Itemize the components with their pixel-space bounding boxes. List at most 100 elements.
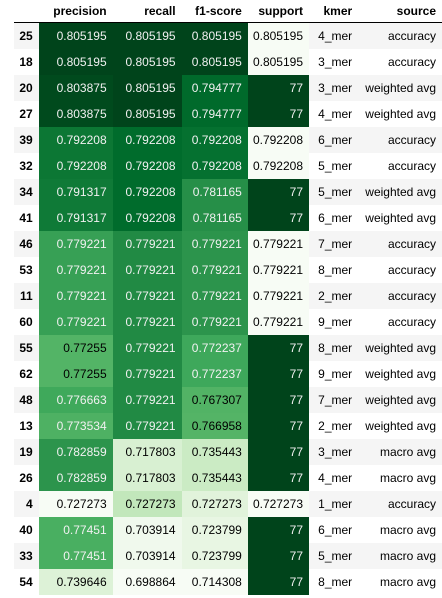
f1-score-cell: 0.735443 [181, 439, 248, 465]
source-cell: weighted avg [365, 341, 436, 355]
support-cell: 0.727273 [247, 491, 309, 517]
row-index: 33 [19, 549, 33, 563]
support-cell: 77 [247, 335, 309, 361]
table-row: 46 0.779221 0.779221 0.779221 0.779221 7_mer a… [14, 231, 442, 257]
recall-cell: 0.792208 [112, 127, 182, 153]
precision-cell: 0.779221 [38, 309, 113, 335]
recall-cell: 0.792208 [112, 179, 182, 205]
source-cell: accuracy [387, 263, 436, 277]
table-row: 33 0.77451 0.703914 0.723799 77 5_mer macro av… [14, 543, 442, 569]
recall-cell: 0.779221 [112, 361, 182, 387]
row-index: 60 [19, 315, 33, 329]
precision-cell: 0.782859 [38, 465, 113, 491]
row-index: 54 [19, 575, 33, 589]
kmer-header: kmer [309, 0, 359, 23]
support-cell: 0.792208 [247, 153, 309, 179]
source-cell: macro avg [379, 523, 436, 537]
source-cell: accuracy [387, 289, 436, 303]
precision-cell: 0.727273 [38, 491, 113, 517]
recall-cell: 0.703914 [112, 517, 182, 543]
kmer-cell: 4_mer [318, 107, 353, 121]
row-index: 34 [19, 185, 33, 199]
f1-score-cell: 0.792208 [181, 127, 248, 153]
kmer-cell: 2_mer [318, 419, 353, 433]
row-index: 26 [19, 471, 33, 485]
f1-score-header: f1-score [181, 0, 248, 23]
precision-cell: 0.803875 [38, 101, 113, 127]
row-index: 55 [19, 341, 33, 355]
source-cell: macro avg [379, 445, 436, 459]
row-index: 20 [19, 81, 33, 95]
row-index: 32 [19, 159, 33, 173]
table-row: 55 0.77255 0.779221 0.772237 77 8_mer weighted… [14, 335, 442, 361]
recall-cell: 0.779221 [112, 387, 182, 413]
recall-cell: 0.805195 [112, 75, 182, 101]
table-header: precision recall f1-score support kmer s… [14, 0, 442, 23]
precision-cell: 0.791317 [38, 205, 113, 231]
recall-cell: 0.779221 [112, 413, 182, 439]
recall-cell: 0.779221 [112, 283, 182, 309]
kmer-cell: 5_mer [318, 185, 353, 199]
f1-score-cell: 0.781165 [181, 205, 248, 231]
support-cell: 0.805195 [247, 22, 309, 49]
f1-score-cell: 0.779221 [181, 309, 248, 335]
f1-score-cell: 0.735443 [181, 465, 248, 491]
precision-cell: 0.773534 [38, 413, 113, 439]
kmer-cell: 3_mer [318, 445, 353, 459]
recall-cell: 0.717803 [112, 465, 182, 491]
f1-score-cell: 0.772237 [181, 361, 248, 387]
precision-cell: 0.803875 [38, 75, 113, 101]
recall-cell: 0.703914 [112, 543, 182, 569]
support-cell: 77 [247, 361, 309, 387]
table-row: 20 0.803875 0.805195 0.794777 77 3_mer weighte… [14, 75, 442, 101]
row-index: 27 [19, 107, 33, 121]
kmer-cell: 1_mer [318, 497, 353, 511]
kmer-cell: 4_mer [318, 471, 353, 485]
row-index: 4 [26, 497, 33, 511]
row-index: 18 [19, 55, 33, 69]
source-cell: macro avg [379, 575, 436, 589]
precision-cell: 0.805195 [38, 22, 113, 49]
precision-cell: 0.805195 [38, 49, 113, 75]
f1-score-cell: 0.767307 [181, 387, 248, 413]
recall-cell: 0.805195 [112, 101, 182, 127]
source-cell: accuracy [387, 29, 436, 43]
precision-cell: 0.779221 [38, 231, 113, 257]
source-cell: accuracy [387, 237, 436, 251]
recall-cell: 0.805195 [112, 22, 182, 49]
source-cell: weighted avg [365, 367, 436, 381]
kmer-cell: 8_mer [318, 341, 353, 355]
kmer-cell: 3_mer [318, 81, 353, 95]
kmer-cell: 6_mer [318, 133, 353, 147]
source-cell: macro avg [379, 549, 436, 563]
row-index: 39 [19, 133, 33, 147]
kmer-cell: 5_mer [318, 159, 353, 173]
f1-score-cell: 0.723799 [181, 517, 248, 543]
table-body: 25 0.805195 0.805195 0.805195 0.805195 4_mer a… [14, 22, 442, 595]
support-cell: 77 [247, 543, 309, 569]
precision-cell: 0.791317 [38, 179, 113, 205]
recall-cell: 0.779221 [112, 309, 182, 335]
precision-cell: 0.77451 [38, 517, 113, 543]
kmer-cell: 5_mer [318, 549, 353, 563]
table-row: 32 0.792208 0.792208 0.792208 0.792208 5_mer a… [14, 153, 442, 179]
support-cell: 0.779221 [247, 257, 309, 283]
precision-cell: 0.739646 [38, 569, 113, 595]
support-cell: 77 [247, 569, 309, 595]
support-cell: 77 [247, 179, 309, 205]
f1-score-cell: 0.792208 [181, 153, 248, 179]
source-cell: weighted avg [365, 393, 436, 407]
table-row: 13 0.773534 0.779221 0.766958 77 2_mer weighte… [14, 413, 442, 439]
source-cell: weighted avg [365, 419, 436, 433]
recall-cell: 0.805195 [112, 49, 182, 75]
f1-score-cell: 0.779221 [181, 283, 248, 309]
table-row: 54 0.739646 0.698864 0.714308 77 8_mer macro a… [14, 569, 442, 595]
precision-cell: 0.776663 [38, 387, 113, 413]
precision-cell: 0.779221 [38, 283, 113, 309]
f1-score-cell: 0.727273 [181, 491, 248, 517]
support-cell: 77 [247, 101, 309, 127]
recall-cell: 0.792208 [112, 153, 182, 179]
f1-score-cell: 0.772237 [181, 335, 248, 361]
f1-score-cell: 0.794777 [181, 101, 248, 127]
kmer-cell: 8_mer [318, 263, 353, 277]
